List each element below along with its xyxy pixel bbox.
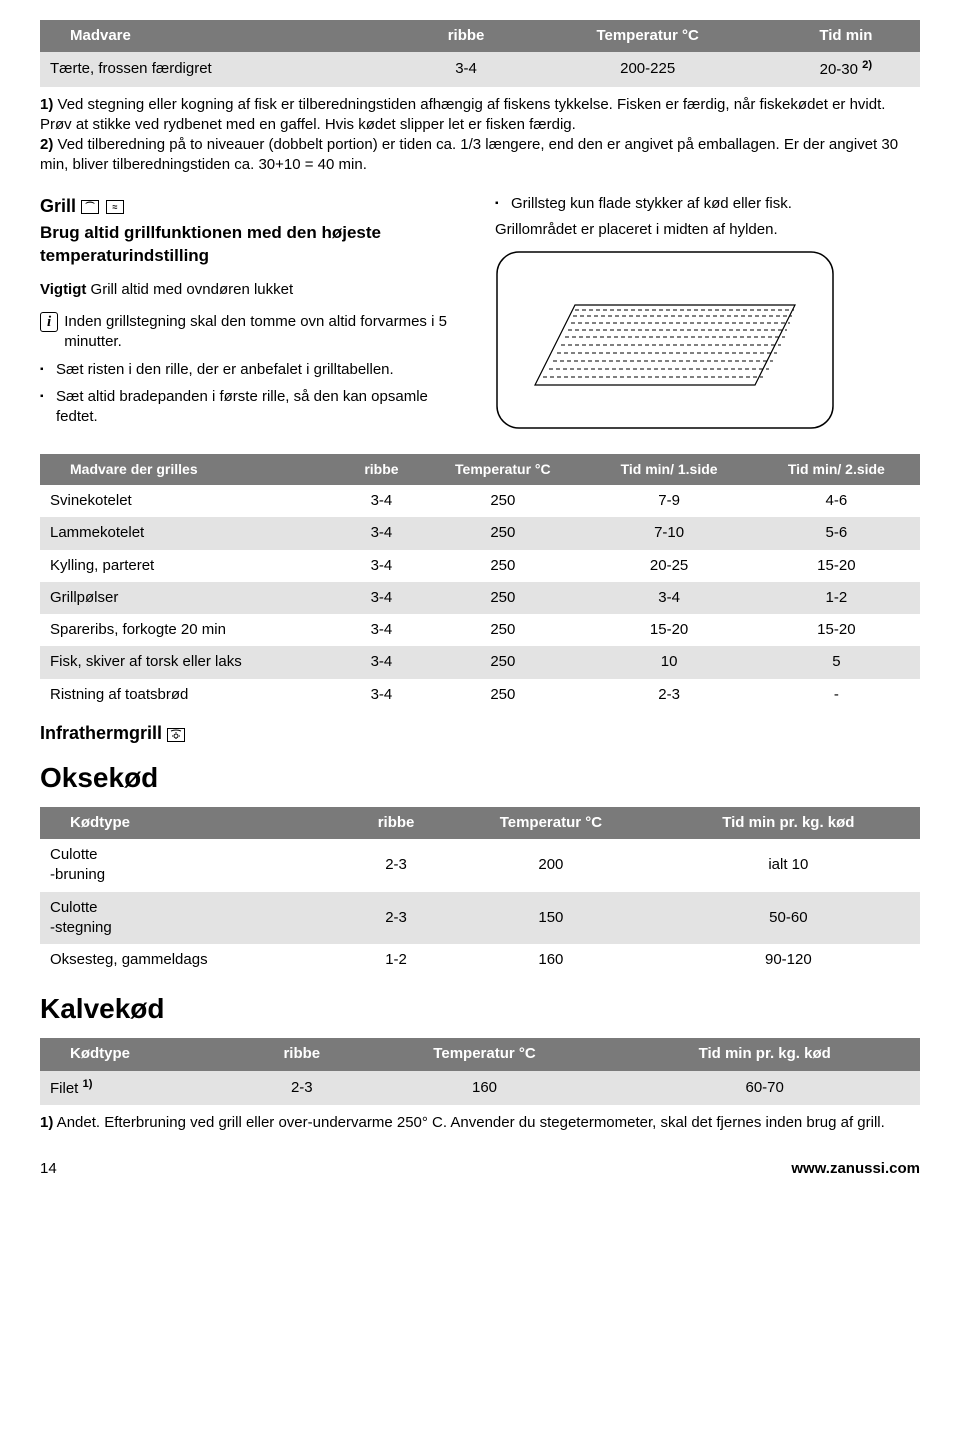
cell: 15-20 [585,614,752,646]
cell: 160 [445,944,657,976]
th: Tid min/ 2.side [753,454,920,485]
cell: 3-4 [343,517,421,549]
cell: 20-25 [585,550,752,582]
cell: 250 [420,485,585,517]
grill-area-text: Grillområdet er placeret i midten af hyl… [495,220,920,240]
grill-wide-icon: ≈ [106,200,124,214]
cell: 200-225 [524,52,772,86]
cell: 7-10 [585,517,752,549]
th: ribbe [347,807,445,839]
cell: 15-20 [753,614,920,646]
cell: 200 [445,839,657,892]
table1-footnotes: 1) Ved stegning eller kogning af fisk er… [40,95,920,176]
cell: 1-2 [753,582,920,614]
cell: 60-70 [609,1071,920,1105]
baking-table: Madvare ribbe Temperatur °C Tid min Tært… [40,20,920,87]
cell: 1-2 [347,944,445,976]
cell: 250 [420,582,585,614]
cell: Fisk, skiver af torsk eller laks [40,646,343,678]
cell: 250 [420,614,585,646]
oksekod-heading: Oksekød [40,759,920,797]
cell: 3-4 [343,646,421,678]
cell: 3-4 [343,485,421,517]
footer-url: www.zanussi.com [791,1159,920,1179]
bullet: Grillsteg kun flade stykker af kød eller… [495,194,920,214]
th: Temperatur °C [420,454,585,485]
th: Temperatur °C [445,807,657,839]
cell: 5-6 [753,517,920,549]
cell: 90-120 [657,944,920,976]
page-footer: 14 www.zanussi.com [40,1159,920,1179]
cell: Spareribs, forkogte 20 min [40,614,343,646]
th: Tid min [772,20,920,52]
th: ribbe [343,454,421,485]
cell: 250 [420,550,585,582]
cell: ialt 10 [657,839,920,892]
cell: 2-3 [585,679,752,711]
kalv-footnote: 1) Andet. Efterbruning ved grill eller o… [40,1113,920,1133]
th: Madvare [40,20,409,52]
grill-icon: ⏜ [81,200,99,214]
bullet: Sæt risten i den rille, der er anbefalet… [40,360,465,380]
th: Tid min/ 1.side [585,454,752,485]
cell: 10 [585,646,752,678]
cell: 3-4 [343,550,421,582]
cell: 5 [753,646,920,678]
th: Temperatur °C [524,20,772,52]
cell: - [753,679,920,711]
info-icon: i [40,312,58,332]
cell: Kylling, parteret [40,550,343,582]
grill-subtitle: Brug altid grillfunktionen med den højes… [40,222,465,268]
cell: Svinekotelet [40,485,343,517]
cell: 3-4 [343,614,421,646]
th: ribbe [409,20,524,52]
oksekod-table: Kødtype ribbe Temperatur °C Tid min pr. … [40,807,920,977]
cell: 2-3 [244,1071,360,1105]
th: Madvare der grilles [40,454,343,485]
cell: Filet 1) [40,1071,244,1105]
infratherm-heading: Infrathermgrill [40,721,920,745]
cell: 2-3 [347,839,445,892]
cell: Grillpølser [40,582,343,614]
th: Kødtype [40,1038,244,1070]
cell: 4-6 [753,485,920,517]
infratherm-icon [167,728,185,742]
th: ribbe [244,1038,360,1070]
grill-left-column: Grill ⏜ ≈ Brug altid grillfunktionen med… [40,194,465,437]
th: Kødtype [40,807,347,839]
cell: 250 [420,679,585,711]
cell: Culotte-stegning [40,892,347,945]
kalvekod-heading: Kalvekød [40,990,920,1028]
th: Tid min pr. kg. kød [609,1038,920,1070]
info-text: Inden grillstegning skal den tomme ovn a… [64,312,465,353]
grill-rack-illustration [495,250,835,430]
grill-right-column: Grillsteg kun flade stykker af kød eller… [495,194,920,437]
cell: 15-20 [753,550,920,582]
cell: 150 [445,892,657,945]
cell: 20-30 2) [772,52,920,86]
th: Temperatur °C [360,1038,610,1070]
cell: Oksesteg, gammeldags [40,944,347,976]
cell: Ristning af toatsbrød [40,679,343,711]
bullet: Sæt altid bradepanden i første rille, så… [40,387,465,428]
grill-table: Madvare der grilles ribbe Temperatur °C … [40,454,920,711]
page-number: 14 [40,1159,57,1179]
cell: Culotte-bruning [40,839,347,892]
cell: 3-4 [343,679,421,711]
cell: Tærte, frossen færdigret [40,52,409,86]
cell: 2-3 [347,892,445,945]
kalvekod-table: Kødtype ribbe Temperatur °C Tid min pr. … [40,1038,920,1105]
cell: 160 [360,1071,610,1105]
cell: 250 [420,646,585,678]
cell: 250 [420,517,585,549]
cell: 3-4 [343,582,421,614]
cell: 7-9 [585,485,752,517]
th: Tid min pr. kg. kød [657,807,920,839]
cell: 50-60 [657,892,920,945]
cell: Lammekotelet [40,517,343,549]
cell: 3-4 [409,52,524,86]
cell: 3-4 [585,582,752,614]
